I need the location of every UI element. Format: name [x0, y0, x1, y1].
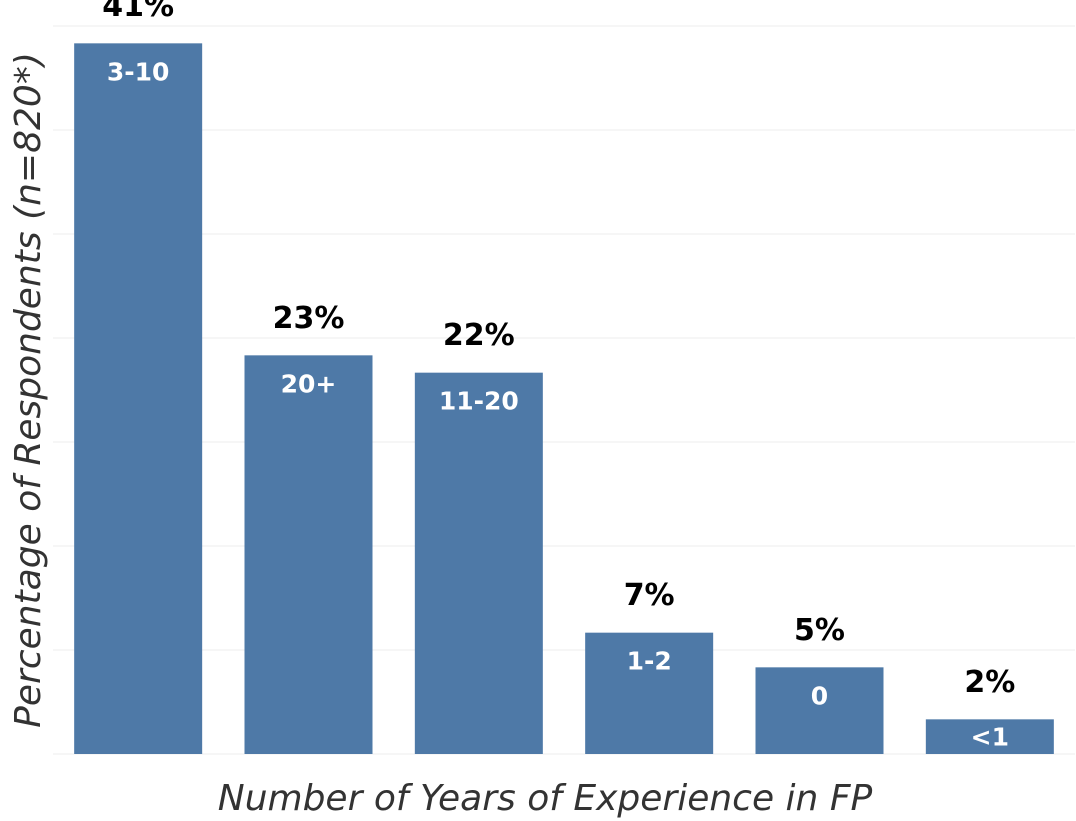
bar	[244, 355, 373, 754]
value-label: 41%	[102, 0, 174, 24]
category-label: 1-2	[627, 647, 672, 676]
value-label: 7%	[624, 578, 675, 613]
category-label: 3-10	[107, 57, 170, 86]
bar	[74, 43, 203, 755]
value-label: 5%	[794, 613, 845, 648]
category-label: <1	[971, 723, 1009, 752]
bar	[585, 632, 714, 754]
value-label: 22%	[443, 318, 515, 353]
value-label: 2%	[964, 665, 1015, 700]
category-label: 0	[811, 681, 828, 710]
category-label: 11-20	[439, 387, 519, 416]
y-axis-title: Percentage of Respondents (n=820*)	[8, 52, 49, 728]
bar	[755, 667, 884, 754]
value-label: 23%	[273, 301, 345, 336]
x-axis-title: Number of Years of Experience in FP	[218, 778, 873, 819]
bar	[414, 372, 543, 754]
category-label: 20+	[281, 369, 337, 398]
bar	[925, 719, 1054, 754]
